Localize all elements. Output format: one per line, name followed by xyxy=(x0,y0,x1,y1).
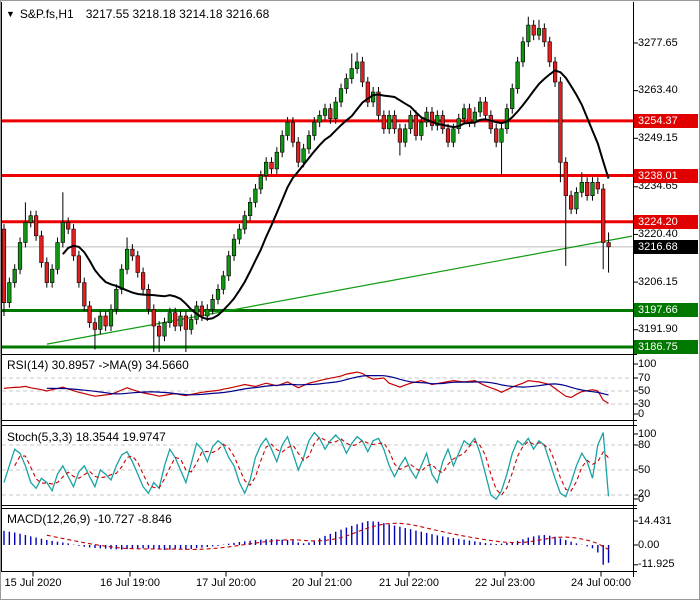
stoch-indicator-label: Stoch(5,3,3) 18.3544 19.9747 xyxy=(7,430,166,444)
symbol-timeframe-label: S&P.fs,H1 xyxy=(19,7,74,21)
price-scale-label: 3234.65 xyxy=(638,180,678,193)
rsi-scale-label: 30 xyxy=(638,397,651,410)
price-scale-label: 3206.15 xyxy=(638,275,678,288)
stoch-scale-label: 20 xyxy=(638,488,651,501)
macd-scale-label: 0.00 xyxy=(638,538,660,551)
time-scale-label: 20 Jul 21:00 xyxy=(292,577,352,589)
price-scale-label: 3220.40 xyxy=(638,227,678,240)
macd-scale-label: 14.431 xyxy=(638,514,672,527)
time-scale-label: 24 Jul 00:00 xyxy=(571,577,631,589)
macd-indicator-label: MACD(12,26,9) -10.727 -8.846 xyxy=(7,512,172,526)
macd-scale-label: -11.925 xyxy=(638,558,675,571)
rsi-indicator-label: RSI(14) 30.8957 ->MA(9) 34.5660 xyxy=(7,358,189,372)
price-scale-label: 3191.90 xyxy=(638,323,678,336)
chart-title: ▼ S&P.fs,H1 3217.55 3218.18 3214.18 3216.6… xyxy=(6,7,269,21)
ohlc-quote-label: 3217.55 3218.18 3214.18 3216.68 xyxy=(85,7,270,21)
price-level-badge: 3238.01 xyxy=(634,168,698,183)
stoch-scale-label: 80 xyxy=(638,438,651,451)
rsi-scale-label: 70 xyxy=(638,371,651,384)
time-scale-label: 22 Jul 23:00 xyxy=(475,577,535,589)
symbol-expander-icon[interactable]: ▼ xyxy=(6,9,15,19)
price-chart-panel[interactable] xyxy=(0,8,633,353)
rsi-panel[interactable] xyxy=(0,356,633,421)
price-level-badge: 3254.37 xyxy=(634,113,698,128)
time-scale-label: 17 Jul 20:00 xyxy=(196,577,256,589)
price-level-badge: 3197.66 xyxy=(634,303,698,318)
price-level-badge: 3216.68 xyxy=(634,239,698,254)
time-scale[interactable]: 15 Jul 2020 16 Jul 19:00 17 Jul 20:00 20 Ju… xyxy=(0,572,700,600)
time-scale-label: 21 Jul 22:00 xyxy=(379,577,439,589)
stoch-scale-label: 0 xyxy=(638,492,645,505)
price-level-badge: 3186.75 xyxy=(634,339,698,354)
stoch-scale-label: 50 xyxy=(638,463,651,476)
stoch-scale-label: 100 xyxy=(638,427,657,440)
rsi-scale-label: 100 xyxy=(638,357,657,370)
price-scale-label: 3263.40 xyxy=(638,84,678,97)
time-scale-label: 15 Jul 2020 xyxy=(4,577,62,589)
price-level-badge: 3224.20 xyxy=(634,214,698,229)
price-scale-label: 3249.15 xyxy=(638,131,678,144)
time-scale-label: 16 Jul 19:00 xyxy=(100,577,160,589)
price-scale-label: 3277.65 xyxy=(638,36,678,49)
rsi-scale-label: 50 xyxy=(638,384,651,397)
stochastic-panel[interactable] xyxy=(0,426,633,506)
rsi-scale-label: 0 xyxy=(638,407,645,420)
macd-panel[interactable] xyxy=(0,509,633,572)
price-scale[interactable]: 3277.65 3263.40 3249.15 3234.65 3220.40 3206.… xyxy=(634,0,700,572)
